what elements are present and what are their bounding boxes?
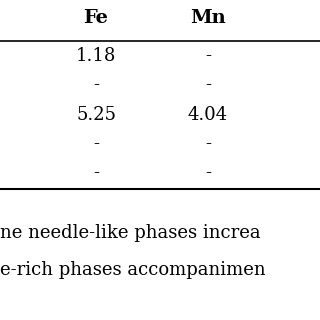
Text: -: - (93, 135, 99, 153)
Text: Fe: Fe (84, 9, 108, 27)
Text: -: - (93, 164, 99, 182)
Text: 5.25: 5.25 (76, 106, 116, 124)
Text: Mn: Mn (190, 9, 226, 27)
Text: -: - (205, 76, 211, 94)
Text: -: - (205, 164, 211, 182)
Text: 1.18: 1.18 (76, 47, 116, 65)
Text: 4.04: 4.04 (188, 106, 228, 124)
Text: -: - (205, 47, 211, 65)
Text: e-rich phases accompanimen: e-rich phases accompanimen (0, 261, 266, 279)
Text: ne needle-like phases increa: ne needle-like phases increa (0, 224, 260, 242)
Text: -: - (93, 76, 99, 94)
Text: -: - (205, 135, 211, 153)
